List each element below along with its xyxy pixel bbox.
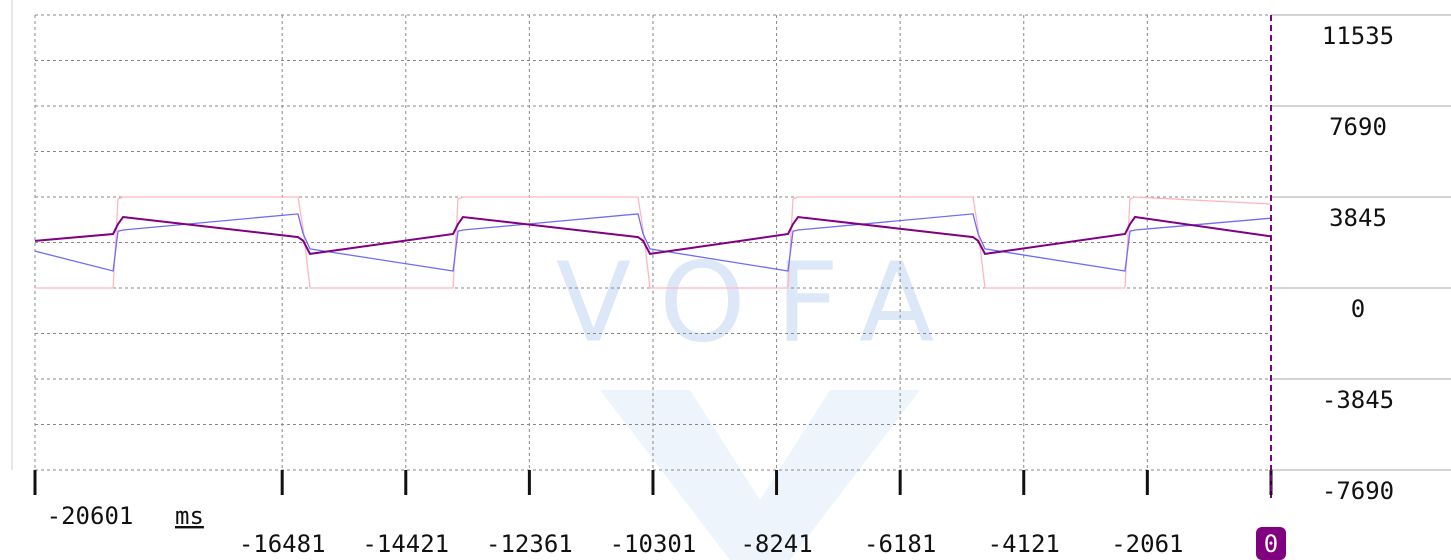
watermark: VOFA — [556, 238, 964, 366]
x-tick-label: -4121 — [988, 530, 1060, 558]
x-tick-label: -14421 — [362, 530, 449, 558]
cursor-badge — [1256, 527, 1286, 560]
x-unit: ms — [175, 502, 204, 530]
x-tick-label: 0 — [1264, 530, 1278, 558]
x-tick-label: -20601 — [47, 502, 134, 530]
y-tick-label: 3845 — [1329, 204, 1387, 232]
series-line — [34, 213, 1272, 272]
x-tick-label: -2061 — [1111, 530, 1183, 558]
series-line — [34, 215, 1272, 255]
x-tick-label: -10301 — [610, 530, 697, 558]
y-tick-label: -7690 — [1322, 477, 1394, 505]
x-tick-label: -16481 — [239, 530, 326, 558]
watermark-logo — [600, 390, 920, 560]
y-tick-label: -3845 — [1322, 386, 1394, 414]
x-tick-label: -8241 — [740, 530, 812, 558]
y-tick-label: 0 — [1351, 295, 1365, 323]
x-tick-label: -12361 — [486, 530, 573, 558]
y-tick-label: 11535 — [1322, 22, 1394, 50]
x-tick-label: -6181 — [864, 530, 936, 558]
y-tick-label: 7690 — [1329, 113, 1387, 141]
plot: 11535 7690 3845 0 -3845 -7690 -20601 -16481 -144… — [33, 14, 1451, 560]
series-line — [35, 196, 1272, 289]
